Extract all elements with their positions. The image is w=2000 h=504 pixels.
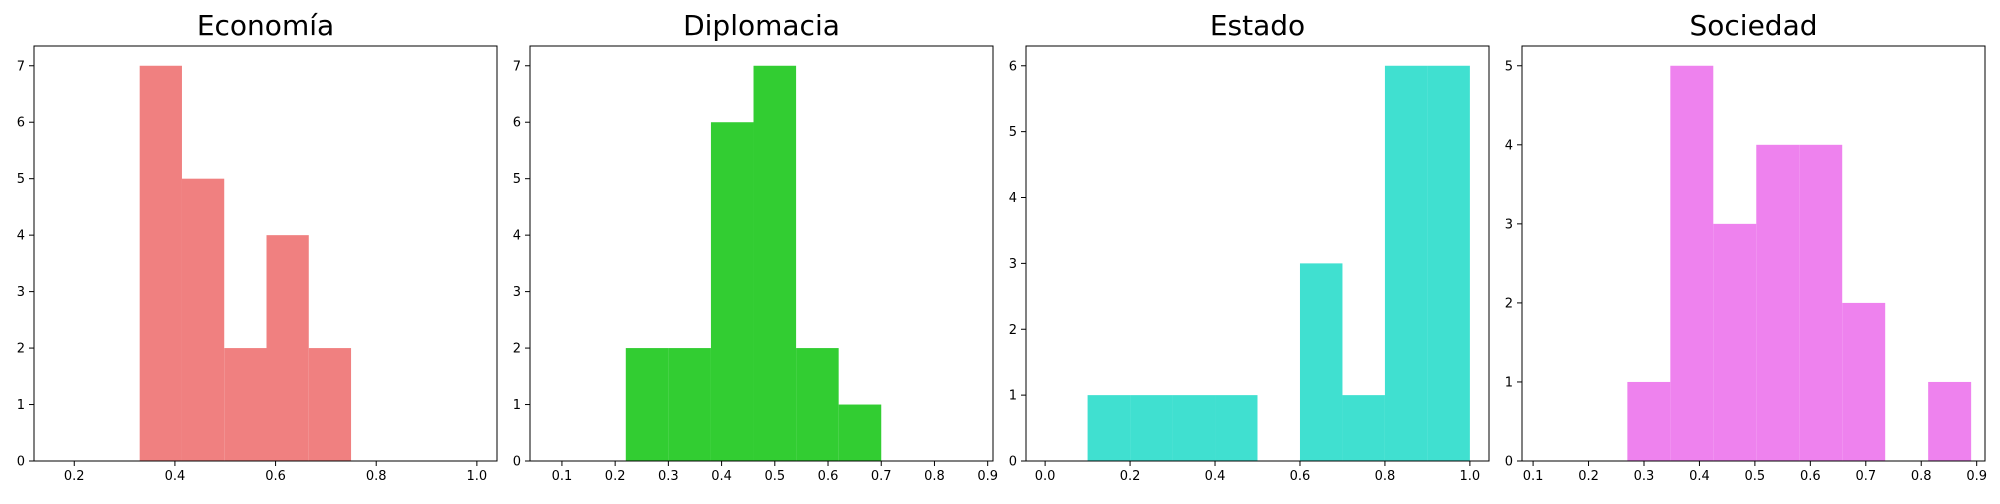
x-tick-label: 0.7 (1855, 469, 1876, 484)
x-tick-label: 1.0 (467, 469, 488, 484)
axes-frame (529, 45, 994, 462)
x-tick-label: 0.5 (1745, 469, 1766, 484)
axes-frame (1521, 45, 1986, 462)
x-tick-label: 0.2 (1120, 469, 1141, 484)
histogram-bar (1670, 65, 1714, 461)
histogram-bar (1842, 302, 1886, 461)
histogram-bar (1627, 381, 1671, 461)
y-tick-label: 2 (1505, 296, 1513, 311)
histogram-bar (796, 348, 839, 461)
y-tick-label: 5 (1009, 125, 1017, 140)
x-tick-label: 0.6 (265, 469, 286, 484)
x-tick-label: 0.1 (1523, 469, 1544, 484)
histogram-bar (1427, 65, 1470, 461)
y-tick-label: 7 (17, 59, 25, 74)
y-tick-label: 3 (17, 285, 25, 300)
panel-title: Sociedad (1689, 9, 1817, 42)
panel-title: Economía (197, 9, 334, 42)
x-tick-label: 0.6 (1290, 469, 1311, 484)
y-tick-label: 0 (1009, 455, 1017, 470)
x-tick-label: 0.8 (1375, 469, 1396, 484)
y-tick-label: 5 (1505, 59, 1513, 74)
y-tick-label: 0 (513, 455, 521, 470)
y-tick-label: 5 (513, 172, 521, 187)
x-tick-label: 0.2 (1578, 469, 1599, 484)
x-tick-label: 0.4 (1689, 469, 1710, 484)
histogram-bar (181, 178, 225, 461)
histogram-bar (224, 348, 267, 461)
histogram-bar (1130, 395, 1173, 461)
y-tick-label: 6 (513, 116, 521, 131)
histogram-bar (1756, 144, 1800, 462)
histogram-bar (668, 348, 711, 461)
histogram-bar (1215, 395, 1258, 461)
y-tick-label: 0 (17, 455, 25, 470)
x-tick-label: 0.9 (977, 469, 998, 484)
histogram-bar (1087, 395, 1131, 461)
histogram-bar (710, 122, 754, 461)
y-tick-label: 1 (513, 398, 521, 413)
x-tick-label: 0.8 (924, 469, 945, 484)
y-tick-label: 1 (17, 398, 25, 413)
x-tick-label: 1.0 (1460, 469, 1481, 484)
y-tick-label: 6 (1009, 59, 1017, 74)
y-tick-label: 3 (1009, 257, 1017, 272)
x-tick-label: 0.1 (552, 469, 573, 484)
x-tick-label: 0.0 (1035, 469, 1056, 484)
y-tick-label: 4 (513, 229, 521, 244)
x-tick-label: 0.3 (1634, 469, 1655, 484)
axes-frame (33, 45, 498, 462)
x-tick-label: 0.4 (711, 469, 732, 484)
y-tick-label: 0 (1505, 455, 1513, 470)
panel-title: Estado (1210, 9, 1305, 42)
y-tick-label: 4 (1505, 138, 1513, 153)
histogram-bar (308, 348, 352, 461)
histogram-bar (1342, 395, 1385, 461)
histogram-bar (1713, 223, 1757, 461)
histogram-bar (1384, 65, 1428, 461)
axes-frame (1025, 45, 1490, 462)
x-tick-label: 0.2 (64, 469, 85, 484)
x-tick-label: 0.9 (1966, 469, 1987, 484)
x-tick-label: 0.7 (871, 469, 892, 484)
x-tick-label: 0.6 (1800, 469, 1821, 484)
y-tick-label: 6 (17, 116, 25, 131)
histogram-bar (139, 65, 182, 461)
x-tick-label: 0.8 (366, 469, 387, 484)
panel-title: Diplomacia (683, 9, 840, 42)
y-tick-label: 3 (1505, 217, 1513, 232)
y-tick-label: 2 (17, 342, 25, 357)
y-tick-label: 7 (513, 59, 521, 74)
histogram-bar (753, 65, 797, 461)
x-tick-label: 0.3 (658, 469, 679, 484)
x-tick-label: 0.6 (818, 469, 839, 484)
x-tick-label: 0.5 (764, 469, 785, 484)
histogram-bar (1172, 395, 1216, 461)
y-tick-label: 1 (1505, 375, 1513, 390)
histogram-bar (266, 235, 309, 461)
y-tick-label: 5 (17, 172, 25, 187)
y-tick-label: 1 (1009, 389, 1017, 404)
histogram-bar (1799, 144, 1843, 462)
y-tick-label: 2 (513, 342, 521, 357)
x-tick-label: 0.4 (165, 469, 186, 484)
y-tick-label: 4 (17, 229, 25, 244)
y-tick-label: 3 (513, 285, 521, 300)
x-tick-label: 0.8 (1911, 469, 1932, 484)
y-tick-label: 2 (1009, 323, 1017, 338)
x-tick-label: 0.4 (1205, 469, 1226, 484)
histogram-bar (838, 404, 882, 461)
histogram-bar (625, 348, 669, 461)
histogram-bar (1299, 263, 1343, 461)
x-tick-label: 0.2 (605, 469, 626, 484)
histogram-bar (1928, 381, 1972, 461)
y-tick-label: 4 (1009, 191, 1017, 206)
